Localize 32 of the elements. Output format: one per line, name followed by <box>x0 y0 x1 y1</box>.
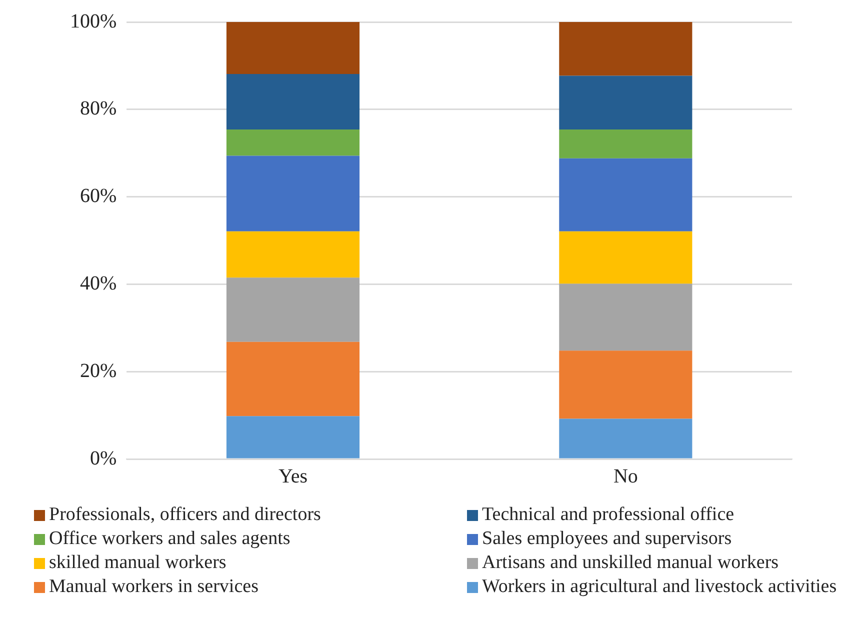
bar <box>559 284 692 351</box>
legend-label: Professionals, officers and directors <box>49 504 321 526</box>
legend-label: Workers in agricultural and livestock activities <box>482 576 837 598</box>
y-tick-label: 80% <box>80 98 117 120</box>
bar <box>559 158 692 232</box>
bar <box>559 231 692 284</box>
bar <box>226 278 360 342</box>
x-tick-label: Yes <box>278 465 308 488</box>
legend-label: Artisans and unskilled manual workers <box>482 552 779 574</box>
y-tick-label: 60% <box>80 185 117 208</box>
bar <box>226 416 360 458</box>
y-tick-label: 100% <box>70 10 117 32</box>
bar <box>559 130 692 158</box>
legend-label: Sales employees and supervisors <box>482 528 732 550</box>
bar <box>559 418 692 458</box>
bar <box>559 76 692 130</box>
y-tick-label: 40% <box>80 272 117 294</box>
legend-label: Office workers and sales agents <box>49 528 290 550</box>
legend-label: skilled manual workers <box>49 552 226 574</box>
bar <box>559 22 692 76</box>
bar <box>226 22 360 74</box>
y-tick-label: 20% <box>80 360 117 382</box>
bar <box>226 231 360 278</box>
legend-label: Manual workers in services <box>49 576 258 598</box>
bar <box>226 74 360 130</box>
legend-label: Technical and professional office <box>482 504 734 526</box>
y-tick-label: 0% <box>90 447 117 470</box>
x-tick-label: No <box>613 465 638 488</box>
bar <box>226 130 360 156</box>
bar <box>559 350 692 419</box>
bar <box>226 342 360 416</box>
bar <box>226 156 360 232</box>
